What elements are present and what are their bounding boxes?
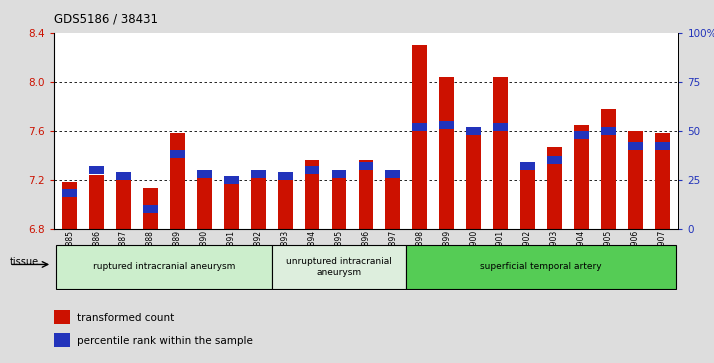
Bar (331, 170, 346, 178)
Bar (655, 142, 670, 150)
Bar (439, 121, 454, 129)
Bar (197, 175, 212, 229)
Bar (358, 160, 373, 229)
Bar (251, 179, 266, 229)
Bar (143, 188, 158, 229)
Text: transformed count: transformed count (77, 313, 174, 323)
Bar (547, 147, 562, 229)
Bar (628, 142, 643, 150)
Bar (601, 109, 615, 229)
Bar (62, 182, 77, 229)
Bar (358, 162, 373, 170)
Bar (628, 131, 643, 229)
Bar (251, 170, 266, 178)
Bar (89, 166, 104, 174)
Bar (116, 179, 131, 229)
Bar (62, 189, 77, 197)
Bar (466, 131, 481, 229)
Bar (54, 310, 69, 324)
Text: superficial temporal artery: superficial temporal artery (480, 262, 602, 271)
Bar (493, 77, 508, 229)
FancyBboxPatch shape (56, 245, 271, 289)
Bar (143, 205, 158, 213)
Bar (331, 175, 346, 229)
Bar (547, 156, 562, 164)
Bar (197, 170, 212, 178)
Bar (493, 123, 508, 131)
Bar (466, 127, 481, 135)
Bar (520, 167, 535, 229)
Bar (305, 166, 319, 174)
Bar (520, 162, 535, 170)
Text: ruptured intracranial aneurysm: ruptured intracranial aneurysm (93, 262, 235, 271)
Bar (386, 175, 401, 229)
Bar (170, 133, 185, 229)
Bar (224, 176, 238, 184)
FancyBboxPatch shape (271, 245, 406, 289)
Bar (386, 170, 401, 178)
Bar (278, 172, 293, 180)
Bar (413, 45, 427, 229)
Text: GDS5186 / 38431: GDS5186 / 38431 (54, 13, 158, 26)
Bar (305, 160, 319, 229)
Bar (574, 131, 589, 139)
Bar (655, 133, 670, 229)
FancyBboxPatch shape (406, 245, 675, 289)
Text: tissue: tissue (9, 257, 39, 267)
Bar (601, 127, 615, 135)
Bar (413, 123, 427, 131)
Bar (439, 77, 454, 229)
Bar (116, 172, 131, 180)
Bar (54, 333, 69, 347)
Bar (170, 150, 185, 158)
Bar (574, 125, 589, 229)
Text: percentile rank within the sample: percentile rank within the sample (77, 336, 253, 346)
Text: unruptured intracranial
aneurysm: unruptured intracranial aneurysm (286, 257, 392, 277)
Bar (278, 177, 293, 229)
Bar (89, 175, 104, 229)
Bar (224, 180, 238, 229)
